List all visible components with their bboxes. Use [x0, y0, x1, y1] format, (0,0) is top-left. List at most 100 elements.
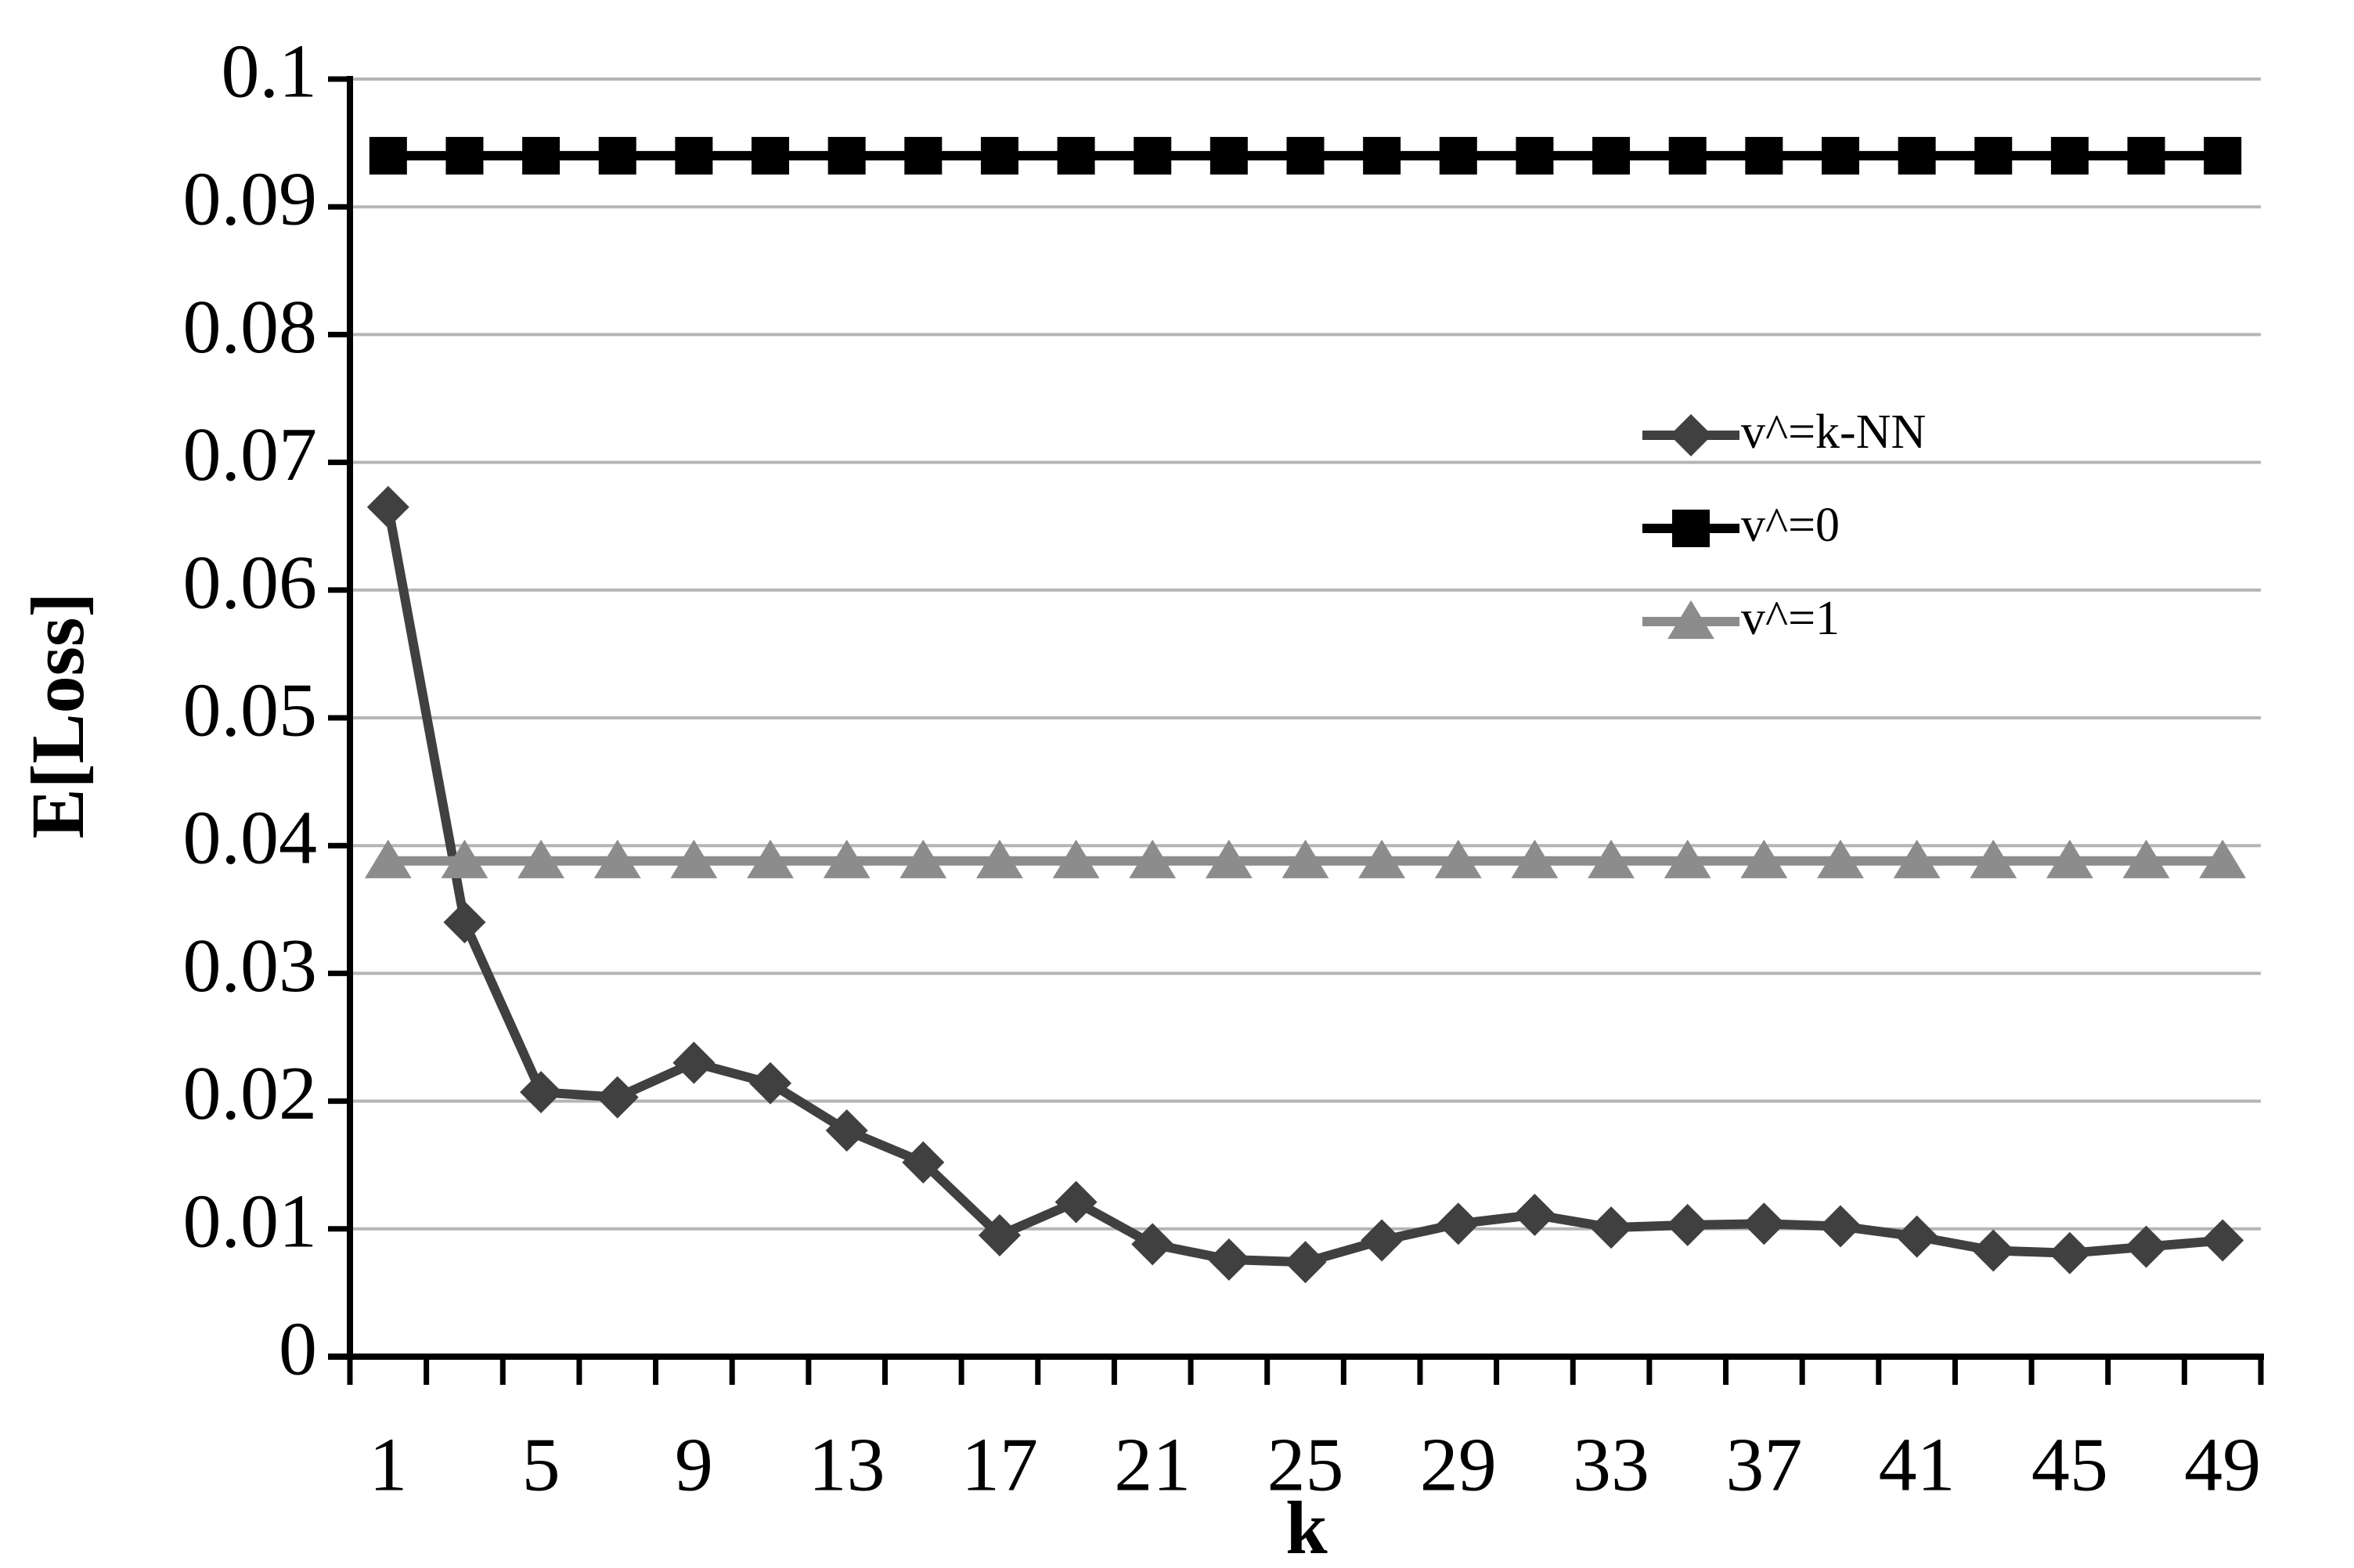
x-tick-label: 49 — [2184, 1422, 2261, 1507]
point — [675, 136, 713, 175]
point — [2048, 1231, 2091, 1274]
series — [364, 839, 2247, 878]
x-tick-label: 1 — [369, 1422, 407, 1507]
series — [369, 136, 2242, 175]
point — [1817, 839, 1864, 878]
point — [1745, 136, 1783, 175]
point — [1209, 136, 1248, 175]
point — [369, 136, 407, 175]
point — [1972, 1229, 2015, 1272]
x-tick-label: 33 — [1573, 1422, 1649, 1507]
point — [1670, 414, 1712, 456]
point — [2199, 839, 2247, 878]
legend-item: v^=0 — [1642, 499, 1840, 552]
point — [1282, 839, 1329, 878]
point — [904, 136, 943, 175]
point — [1057, 136, 1095, 175]
point — [672, 1041, 716, 1084]
y-tick-label: 0.05 — [183, 668, 318, 752]
point — [1437, 1202, 1480, 1245]
legend-label: v^=1 — [1741, 592, 1840, 645]
y-tick-label: 0 — [279, 1307, 317, 1391]
point — [1205, 839, 1253, 878]
point — [2122, 839, 2170, 878]
point — [1516, 136, 1554, 175]
point — [1666, 1203, 1709, 1246]
point — [749, 1062, 792, 1105]
point — [1672, 510, 1710, 547]
point — [522, 136, 561, 175]
point — [1819, 1205, 1862, 1248]
y-tick-label: 0.02 — [183, 1051, 318, 1136]
point — [1588, 839, 1635, 878]
x-tick-label: 29 — [1420, 1422, 1497, 1507]
point — [1207, 1238, 1250, 1281]
y-tick-label: 0.07 — [183, 413, 318, 497]
x-tick-label: 45 — [2031, 1422, 2108, 1507]
point — [976, 839, 1023, 878]
point — [670, 839, 718, 878]
point — [2127, 136, 2165, 175]
point — [441, 839, 488, 878]
point — [517, 839, 564, 878]
point — [2125, 1225, 2168, 1268]
point — [443, 901, 486, 944]
point — [1286, 136, 1325, 175]
series-line — [383, 506, 2223, 1267]
point — [978, 1213, 1021, 1256]
legend-label: v^=0 — [1741, 499, 1840, 552]
point — [752, 136, 790, 175]
point — [1664, 839, 1711, 878]
point — [1363, 136, 1401, 175]
x-tick-label: 13 — [809, 1422, 885, 1507]
point — [1358, 839, 1406, 878]
point — [1439, 136, 1477, 175]
point — [827, 136, 866, 175]
point — [593, 839, 641, 878]
y-tick-label: 0.08 — [183, 285, 318, 369]
y-tick-label: 0.03 — [183, 924, 318, 1008]
x-tick-label: 41 — [1879, 1422, 1956, 1507]
point — [2046, 839, 2093, 878]
y-tick-label: 0.06 — [183, 540, 318, 625]
legend-item: v^=k-NN — [1642, 406, 1926, 459]
point — [1052, 839, 1100, 878]
point — [2050, 136, 2089, 175]
point — [1893, 839, 1941, 878]
point — [902, 1141, 945, 1184]
legend-item: v^=1 — [1642, 592, 1840, 645]
x-axis-title: k — [1285, 1486, 1328, 1568]
point — [1511, 839, 1559, 878]
point — [596, 1076, 639, 1119]
point — [1284, 1241, 1327, 1284]
point — [1592, 136, 1631, 175]
point — [1898, 136, 1936, 175]
point — [1895, 1215, 1938, 1258]
point — [445, 136, 484, 175]
y-tick-label: 0.04 — [183, 796, 318, 881]
point — [1970, 839, 2017, 878]
y-tick-label: 0.09 — [183, 157, 318, 242]
point — [1131, 1223, 1174, 1266]
point — [364, 839, 412, 878]
y-tick-label: 0.01 — [183, 1179, 318, 1263]
point — [980, 136, 1018, 175]
x-tick-label: 17 — [961, 1422, 1038, 1507]
point — [598, 136, 636, 175]
y-axis-title: E[Loss] — [16, 593, 99, 839]
x-tick-label: 25 — [1267, 1422, 1344, 1507]
point — [899, 839, 947, 878]
point — [1361, 1219, 1404, 1262]
point — [520, 1071, 563, 1114]
point — [1667, 600, 1714, 640]
point — [1590, 1206, 1633, 1249]
x-tick-label: 5 — [522, 1422, 561, 1507]
point — [2204, 136, 2242, 175]
series — [366, 485, 2244, 1284]
legend-label: v^=k-NN — [1741, 406, 1926, 459]
point — [1668, 136, 1707, 175]
point — [1129, 839, 1177, 878]
point — [1974, 136, 2013, 175]
